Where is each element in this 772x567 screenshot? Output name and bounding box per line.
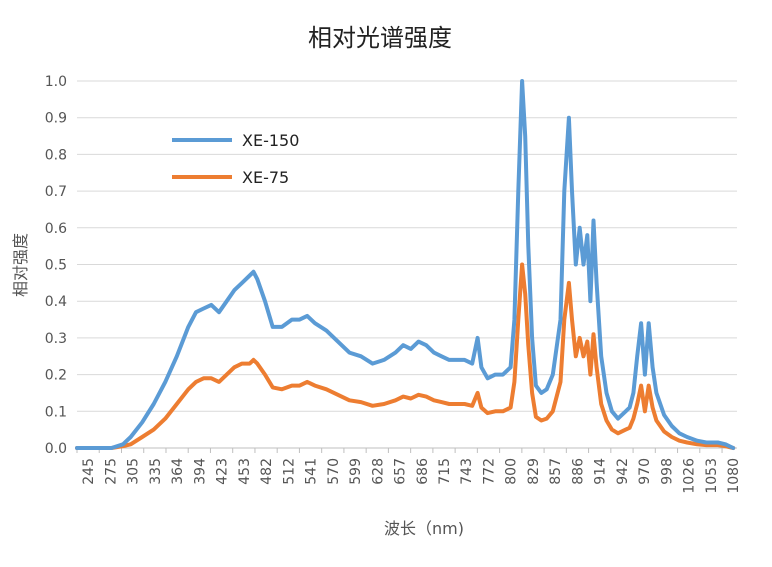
x-tick-label: 541: [304, 458, 320, 485]
y-tick-label: 0.2: [45, 368, 67, 384]
x-tick-label: 245: [81, 458, 97, 485]
legend: XE-150 XE-75: [172, 131, 299, 187]
series-line-xe75: [75, 262, 736, 450]
x-tick-label: 800: [504, 458, 520, 485]
x-tick-label: 335: [148, 458, 164, 485]
y-tick-label: 1.0: [45, 74, 67, 90]
x-tick-label: 914: [593, 458, 609, 485]
x-axis-ticks: 245 275 305 335 364 394 423 453 482 512 541 570 599 6…: [76, 448, 742, 494]
x-axis-label: 波长（nm): [384, 519, 464, 538]
y-axis-ticks: 0.0 0.1 0.2 0.3 0.4 0.5 0.6 0.7 0.8 0.9 1.0: [45, 74, 67, 457]
x-tick-label: 857: [548, 458, 564, 485]
x-tick-label: 423: [215, 458, 231, 485]
y-tick-label: 0.3: [45, 331, 67, 347]
legend-label-xe75: XE-75: [242, 168, 289, 187]
x-tick-label: 482: [259, 458, 275, 485]
y-tick-label: 0.9: [45, 111, 67, 127]
x-tick-label: 1026: [682, 458, 698, 494]
y-tick-label: 0.8: [45, 147, 67, 163]
series-line-xe150: [75, 79, 736, 450]
y-tick-label: 0.7: [45, 184, 67, 200]
x-tick-label: 512: [281, 458, 297, 485]
x-tick-label: 570: [326, 458, 342, 485]
y-axis-label: 相对强度: [11, 233, 30, 297]
y-tick-label: 0.5: [45, 258, 67, 274]
x-tick-label: 886: [570, 458, 586, 485]
x-tick-label: 657: [393, 458, 409, 485]
x-tick-label: 628: [370, 458, 386, 485]
x-tick-label: 599: [348, 458, 364, 485]
x-tick-label: 970: [637, 458, 653, 485]
y-tick-label: 0.6: [45, 221, 67, 237]
x-tick-label: 1080: [726, 458, 742, 494]
x-tick-label: 829: [526, 458, 542, 485]
x-tick-label: 772: [481, 458, 497, 485]
legend-label-xe150: XE-150: [242, 131, 299, 150]
y-tick-label: 0.1: [45, 404, 67, 420]
x-tick-label: 1053: [704, 458, 720, 494]
x-tick-label: 275: [103, 458, 119, 485]
x-tick-label: 394: [192, 458, 208, 485]
chart-title: 相对光谱强度: [308, 24, 452, 52]
x-tick-label: 998: [659, 458, 675, 485]
x-tick-label: 686: [415, 458, 431, 485]
x-tick-label: 305: [126, 458, 142, 485]
y-tick-label: 0.4: [45, 294, 67, 310]
x-tick-label: 453: [237, 458, 253, 485]
x-tick-label: 715: [437, 458, 453, 485]
grid-lines: [77, 80, 737, 449]
series-lines: [75, 79, 736, 450]
x-tick-label: 942: [615, 458, 631, 485]
x-tick-label: 743: [459, 458, 475, 485]
x-tick-label: 364: [170, 458, 186, 485]
y-tick-label: 0.0: [45, 441, 67, 457]
